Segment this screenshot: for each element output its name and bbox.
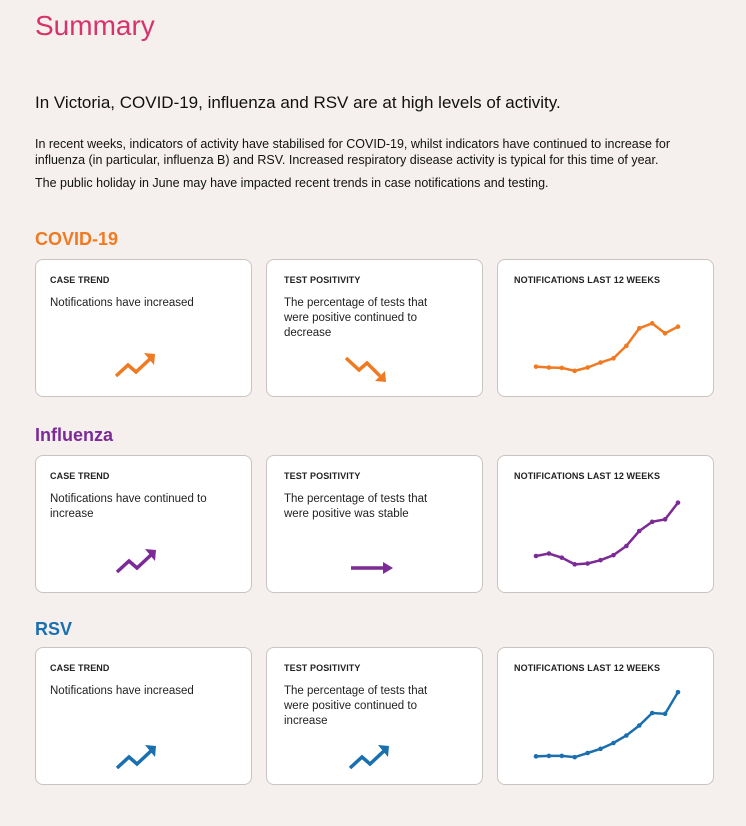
notifications-chart	[533, 321, 681, 374]
notifications-chart	[533, 500, 681, 567]
series-line	[535, 321, 679, 373]
data-point	[546, 753, 552, 759]
card-label: CASE TREND	[50, 275, 110, 285]
data-point	[572, 562, 578, 567]
covid-notifications-card: NOTIFICATIONS LAST 12 WEEKS	[497, 259, 714, 397]
data-point	[598, 557, 603, 563]
data-point	[675, 689, 681, 695]
notifications-chart	[533, 689, 681, 760]
section-title-influenza: Influenza	[35, 425, 114, 445]
data-point	[649, 321, 655, 326]
rsv-test-positivity-card: TEST POSITIVITY The percentage of tests …	[266, 647, 483, 785]
data-point	[559, 753, 565, 759]
card-text: The percentage of tests that were positi…	[284, 297, 428, 339]
data-point	[649, 519, 655, 525]
page-title: Summary	[35, 10, 155, 41]
data-point	[533, 754, 539, 759]
section-title-covid: COVID-19	[35, 229, 119, 249]
arrow-right-icon	[351, 562, 393, 574]
card-label: CASE TREND	[50, 471, 110, 481]
rsv-notifications-card: NOTIFICATIONS LAST 12 WEEKS	[497, 647, 714, 785]
data-point	[585, 561, 590, 566]
data-point	[598, 360, 603, 365]
headline: In Victoria, COVID-19, influenza and RSV…	[35, 93, 561, 112]
card-text: Notifications have continued to increase	[50, 493, 207, 520]
section-title-rsv: RSV	[35, 619, 73, 639]
data-point	[675, 324, 681, 329]
data-point	[636, 528, 642, 534]
card-text: Notifications have increased	[50, 297, 194, 309]
card-label: CASE TREND	[50, 663, 110, 673]
card-label: NOTIFICATIONS LAST 12 WEEKS	[514, 275, 661, 285]
card-label: TEST POSITIVITY	[284, 471, 361, 481]
covid-test-positivity-card: TEST POSITIVITY The percentage of tests …	[266, 259, 483, 397]
data-point	[546, 551, 552, 556]
card-label: NOTIFICATIONS LAST 12 WEEKS	[514, 471, 661, 481]
data-point	[585, 750, 590, 756]
data-point	[662, 711, 668, 717]
influenza-test-positivity-card: TEST POSITIVITY The percentage of tests …	[266, 455, 483, 593]
data-point	[572, 754, 578, 760]
holiday-note: The public holiday in June may have impa…	[35, 176, 549, 190]
data-point	[649, 710, 655, 716]
card-text: Notifications have increased	[50, 685, 194, 697]
series-line	[535, 691, 680, 759]
rsv-case-trend-card: CASE TREND Notifications have increased	[35, 647, 252, 785]
trend-up-icon	[115, 549, 156, 574]
data-point	[636, 723, 642, 728]
trend-up-icon	[114, 353, 155, 378]
data-point	[533, 364, 539, 369]
data-point	[636, 326, 642, 331]
card-text: The percentage of tests that were positi…	[284, 493, 428, 520]
card-text: The percentage of tests that were positi…	[284, 685, 428, 727]
trend-up-icon	[115, 745, 156, 770]
data-point	[662, 331, 668, 336]
data-point	[598, 746, 603, 752]
trend-up-icon	[348, 745, 389, 770]
card-label: NOTIFICATIONS LAST 12 WEEKS	[514, 663, 661, 673]
data-point	[559, 365, 565, 371]
data-point	[546, 365, 552, 370]
influenza-case-trend-card: CASE TREND Notifications have continued …	[35, 455, 252, 593]
data-point	[611, 552, 616, 558]
data-point	[624, 343, 629, 349]
data-point	[572, 368, 578, 374]
data-point	[559, 555, 565, 560]
data-point	[611, 356, 616, 361]
data-point	[611, 740, 616, 746]
data-point	[533, 553, 539, 559]
summary-paragraph: In recent weeks, indicators of activity …	[35, 137, 671, 167]
card-label: TEST POSITIVITY	[284, 663, 361, 673]
data-point	[624, 543, 629, 549]
trend-down-icon	[344, 356, 386, 382]
data-point	[675, 500, 681, 505]
card-label: TEST POSITIVITY	[284, 275, 361, 285]
influenza-notifications-card: NOTIFICATIONS LAST 12 WEEKS	[497, 455, 714, 593]
covid-case-trend-card: CASE TREND Notifications have increased	[35, 259, 252, 397]
data-point	[662, 517, 668, 522]
series-line	[535, 501, 679, 566]
data-point	[585, 365, 590, 370]
data-point	[624, 733, 629, 738]
